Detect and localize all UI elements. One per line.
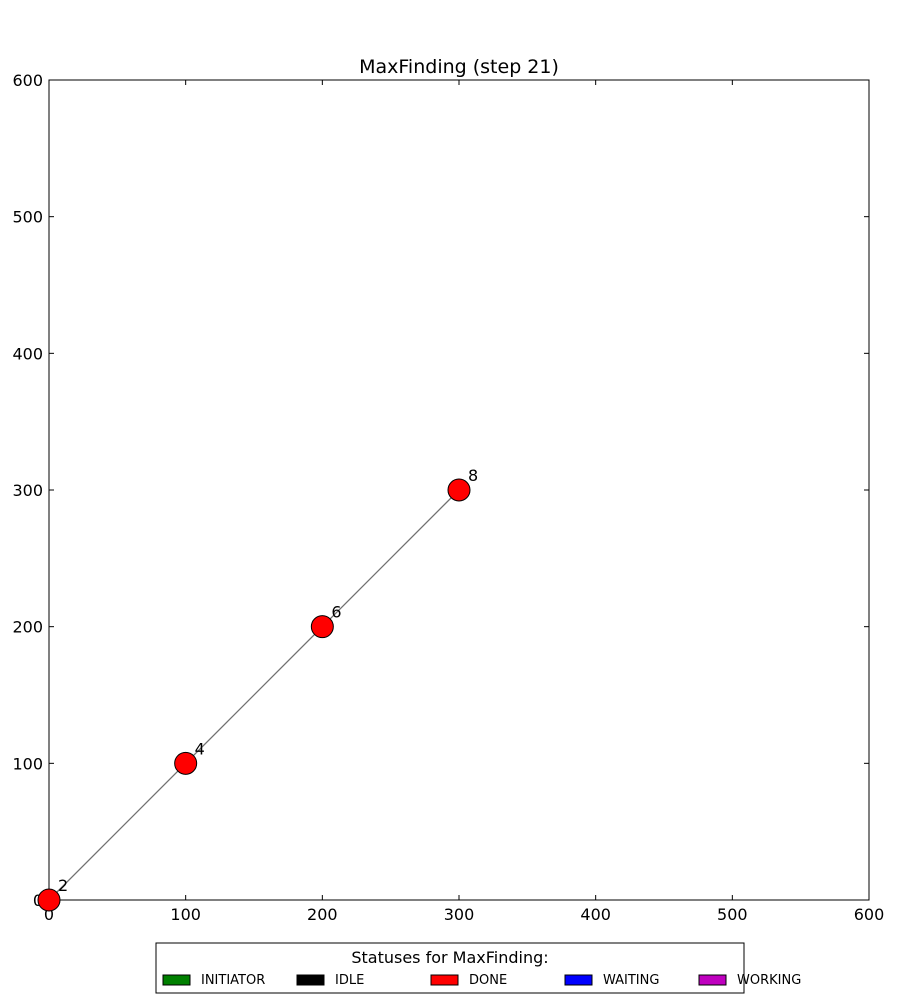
x-tick-label: 500 <box>717 905 748 924</box>
edge-2-4 <box>49 763 186 900</box>
legend: Statuses for MaxFinding: INITIATOR IDLE DO… <box>156 943 801 993</box>
y-tick-label: 500 <box>12 208 43 227</box>
y-tick-label: 400 <box>12 344 43 363</box>
y-tick-label: 200 <box>12 618 43 637</box>
chart-title: MaxFinding (step 21) <box>359 56 559 78</box>
legend-label-waiting: WAITING <box>603 973 659 988</box>
x-tick-label: 100 <box>170 905 201 924</box>
node-label-6: 6 <box>331 603 341 622</box>
legend-title: Statuses for MaxFinding: <box>351 948 548 967</box>
edge-4-6 <box>186 627 323 764</box>
legend-swatch-idle <box>297 975 324 985</box>
legend-swatch-working <box>699 975 726 985</box>
legend-label-initiator: INITIATOR <box>201 973 265 988</box>
y-tick-label: 100 <box>12 754 43 773</box>
y-tick-label: 600 <box>12 71 43 90</box>
node-4 <box>175 752 197 774</box>
y-tick-label: 300 <box>12 481 43 500</box>
edges-layer <box>49 490 459 900</box>
legend-swatch-initiator <box>163 975 190 985</box>
x-tick-label: 300 <box>444 905 475 924</box>
x-tick-label: 200 <box>307 905 338 924</box>
legend-swatch-waiting <box>565 975 592 985</box>
x-tick-label: 600 <box>854 905 885 924</box>
legend-label-working: WORKING <box>737 973 801 988</box>
edge-6-8 <box>322 490 459 627</box>
node-6 <box>311 616 333 638</box>
node-2 <box>38 889 60 911</box>
node-label-4: 4 <box>195 739 205 758</box>
ticks-layer: 01002003004005006000100200300400500600 <box>12 71 884 924</box>
node-label-2: 2 <box>58 876 68 895</box>
legend-swatch-done <box>431 975 458 985</box>
legend-label-idle: IDLE <box>335 973 364 988</box>
legend-label-done: DONE <box>469 973 507 988</box>
node-label-8: 8 <box>468 466 478 485</box>
node-8 <box>448 479 470 501</box>
x-tick-label: 400 <box>580 905 611 924</box>
